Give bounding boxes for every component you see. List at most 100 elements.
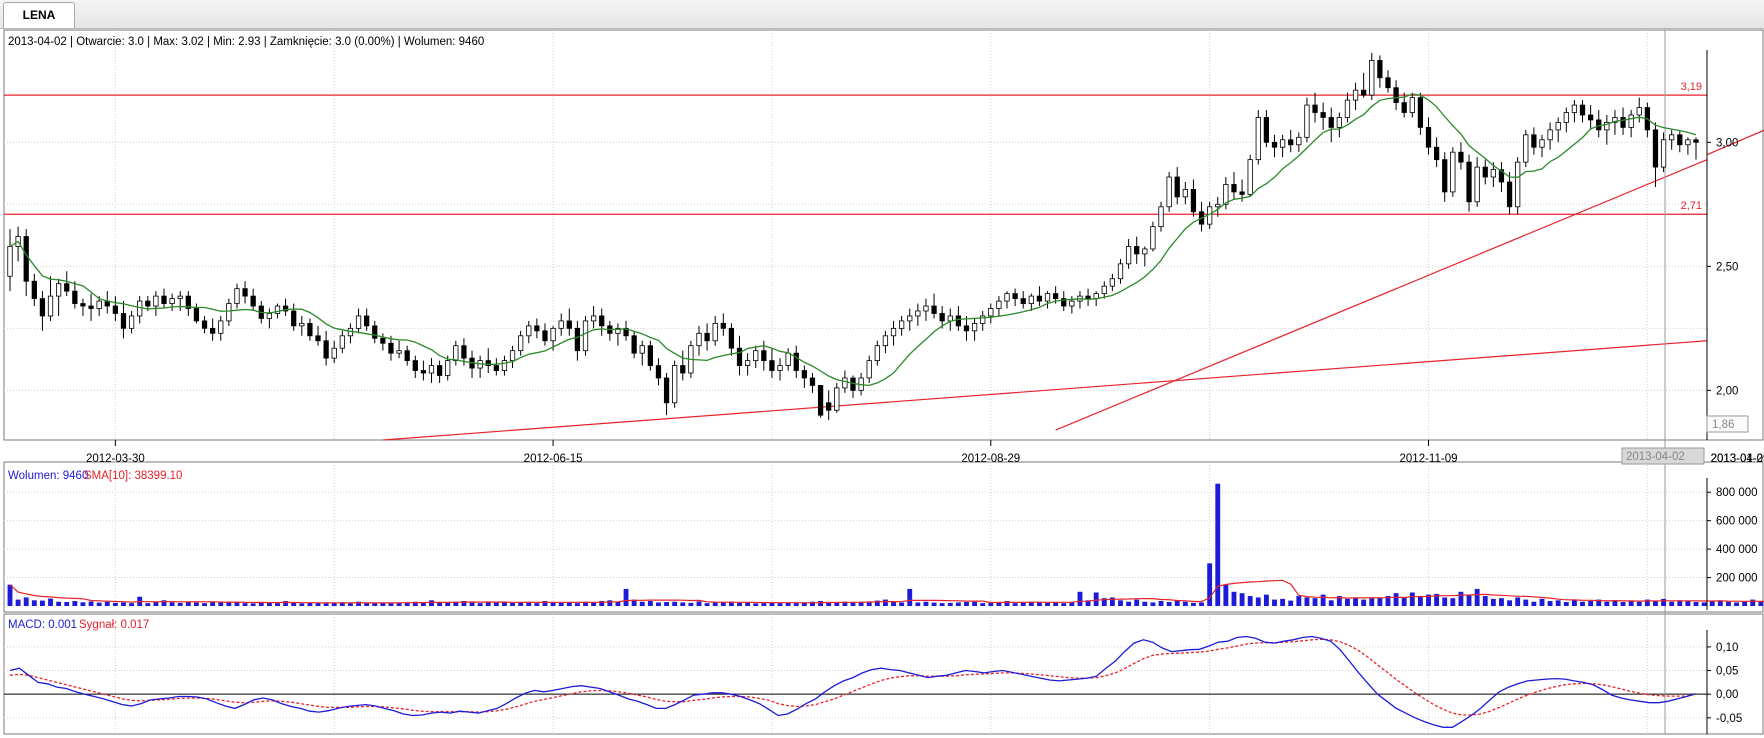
volume-bar: [1653, 601, 1658, 606]
volume-bar: [1182, 601, 1188, 606]
volume-panel[interactable]: [3, 461, 1764, 613]
volume-bar: [242, 603, 248, 606]
candle-body: [1069, 300, 1075, 307]
volume-bar: [88, 601, 94, 606]
volume-bar: [275, 603, 280, 606]
volume-bar: [112, 602, 118, 606]
candle-body: [777, 365, 783, 371]
axes: 2012-03-30 2012-06-15 2012-08-29 2012-11-09…: [86, 50, 1764, 734]
volume-y-tick-label: 600 000: [1716, 516, 1758, 528]
volume-bar: [185, 601, 191, 606]
volume-bar: [129, 603, 135, 606]
candle-body: [1377, 60, 1383, 79]
volume-bar: [323, 603, 329, 606]
candle-body: [615, 327, 621, 334]
volume-bar: [339, 602, 345, 606]
volume-bar: [331, 602, 337, 606]
candle-body: [582, 320, 589, 352]
candle-body: [1490, 169, 1496, 178]
candle-body: [1579, 104, 1586, 116]
trend-lines: 3,19 2,71: [4, 30, 1764, 734]
trend-line: [1055, 159, 1708, 431]
candle-body: [1433, 146, 1440, 161]
candle-body: [1247, 159, 1253, 195]
candle-body: [728, 327, 735, 349]
macd-legend-signal: Sygnał: 0.017: [79, 619, 149, 631]
candle-body: [461, 345, 467, 359]
candle-body: [1101, 285, 1107, 295]
candle-body: [1215, 203, 1221, 208]
volume-bar: [1490, 598, 1496, 606]
candle-body: [380, 337, 386, 344]
volume-bars: [7, 483, 1764, 606]
volume-bar: [1037, 602, 1042, 606]
candle-body: [639, 345, 645, 354]
candle-body: [1223, 184, 1229, 205]
volume-bar: [1417, 596, 1423, 606]
volume-bar: [1069, 602, 1075, 606]
price-panel[interactable]: [3, 29, 1764, 441]
volume-bar: [947, 602, 953, 606]
candle-body: [736, 347, 743, 366]
grid-lines: [4, 30, 1707, 734]
volume-bar: [1734, 602, 1739, 606]
macd-line: [9, 635, 1697, 728]
candle-body: [1466, 161, 1472, 203]
tab-lena[interactable]: LENA: [3, 2, 75, 28]
volume-bar: [801, 602, 807, 606]
volume-bar: [737, 602, 742, 606]
volume-bar: [412, 601, 418, 606]
volume-bar: [955, 602, 961, 606]
candle-body: [1523, 134, 1529, 163]
volume-bar: [1142, 601, 1148, 606]
candle-body: [1134, 246, 1140, 255]
volume-bar: [1555, 600, 1561, 606]
volume-sma-polyline: [9, 579, 1764, 604]
volume-bar: [1604, 601, 1610, 606]
candle-body: [1028, 295, 1034, 304]
volume-bar: [931, 602, 937, 606]
macd-panel[interactable]: [3, 613, 1764, 735]
volume-bar: [161, 600, 167, 606]
candle-body: [161, 295, 167, 304]
candle-body: [1620, 117, 1626, 128]
volume-bar: [980, 603, 986, 606]
candle-body: [96, 300, 102, 309]
volume-bar: [1434, 593, 1440, 606]
candle-body: [1004, 293, 1010, 302]
candle-body: [331, 347, 337, 359]
candle-body: [445, 360, 451, 376]
volume-bar: [250, 603, 256, 606]
volume-bar: [915, 602, 921, 606]
volume-bar: [1272, 599, 1277, 606]
candle-body: [785, 352, 791, 366]
volume-bar: [1004, 601, 1010, 606]
volume-bar: [728, 601, 734, 606]
x-tick-label: 2012-08-29: [961, 453, 1020, 465]
candle-body: [1442, 159, 1448, 193]
volume-bar: [372, 603, 378, 606]
candle-body: [1555, 122, 1561, 131]
volume-bar: [169, 602, 175, 606]
volume-bar: [493, 602, 499, 606]
candle-body: [80, 303, 86, 307]
volume-bar: [1717, 600, 1723, 606]
volume-bar: [1612, 600, 1618, 606]
volume-bar: [1345, 598, 1350, 606]
candle-body: [1036, 295, 1043, 302]
volume-bar: [1580, 601, 1585, 606]
candle-body: [1677, 134, 1683, 146]
volume-bar: [1482, 596, 1488, 606]
candle-body: [1409, 97, 1415, 113]
volume-bar: [834, 602, 840, 606]
volume-bar: [866, 601, 872, 606]
candle-body: [980, 315, 986, 324]
candle-body: [566, 320, 572, 329]
volume-bar: [761, 603, 767, 606]
info-bar-text: 2013-04-02 | Otwarcie: 3.0 | Max: 3.02 |…: [8, 36, 484, 48]
candle-body: [404, 350, 410, 362]
candle-body: [907, 315, 913, 322]
candle-body: [1563, 112, 1569, 123]
volume-bar: [1215, 483, 1221, 606]
